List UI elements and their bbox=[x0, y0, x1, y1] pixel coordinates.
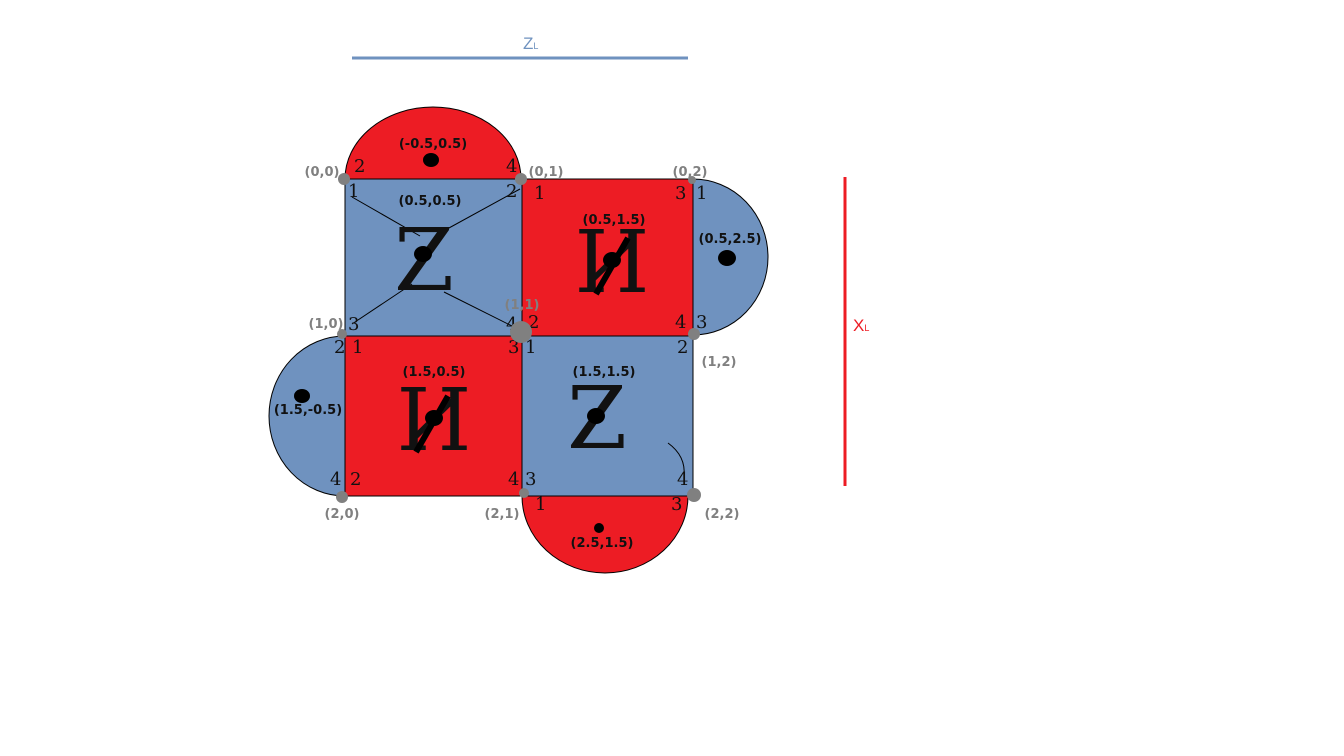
logical-x-label: XL bbox=[853, 316, 869, 335]
vertex-label: (0,2) bbox=[673, 165, 708, 180]
vertex-label: (2,1) bbox=[485, 507, 520, 522]
qubit-order-number: 1 bbox=[696, 183, 707, 204]
qubit-order-number: 2 bbox=[354, 156, 365, 177]
stabilizer-label: (0.5,2.5) bbox=[699, 232, 762, 247]
qubit-order-number: 1 bbox=[525, 337, 536, 358]
vertex-label: (1,0) bbox=[309, 317, 344, 332]
vertex-node bbox=[338, 173, 350, 185]
vertex-node bbox=[337, 329, 347, 339]
connector-line bbox=[443, 291, 513, 327]
stabilizer-label: (0.5,1.5) bbox=[583, 213, 646, 228]
stabilizer-label: (1.5,0.5) bbox=[403, 365, 466, 380]
vertex-node bbox=[688, 176, 696, 184]
qubit-order-number: 4 bbox=[675, 312, 686, 333]
vertex-label: (2,0) bbox=[325, 507, 360, 522]
qubit-order-number: 3 bbox=[671, 494, 682, 515]
vertex-label: (1,2) bbox=[702, 355, 737, 370]
qubit-order-number: 2 bbox=[677, 337, 688, 358]
vertex-label: (0,1) bbox=[529, 165, 564, 180]
qubit-order-number: 4 bbox=[330, 469, 341, 490]
vertex-label: (2,2) bbox=[705, 507, 740, 522]
qubit-order-number: 2 bbox=[506, 181, 517, 202]
qubit-order-number: 3 bbox=[696, 312, 707, 333]
vertex-label: (0,0) bbox=[305, 165, 340, 180]
boundary-left-z bbox=[268, 335, 346, 497]
stabilizer-label: (2.5,1.5) bbox=[571, 536, 634, 551]
stabilizer-label: (-0.5,0.5) bbox=[399, 137, 467, 152]
connector-line bbox=[351, 283, 413, 325]
vertex-node bbox=[688, 328, 700, 340]
qubit-order-number: 3 bbox=[508, 337, 519, 358]
qubit-order-number: 1 bbox=[534, 183, 545, 204]
vertex-node bbox=[510, 321, 532, 343]
boundary-top-x bbox=[344, 106, 522, 180]
plaquette-z-11 bbox=[521, 335, 694, 497]
boundary-bottom-x bbox=[521, 495, 689, 574]
stabilizer-dot bbox=[423, 153, 439, 167]
qubit-order-number: 2 bbox=[334, 337, 345, 358]
stabilizer-dot bbox=[294, 389, 310, 403]
qubit-order-number: 3 bbox=[525, 469, 536, 490]
vertex-label: (1,1) bbox=[505, 298, 540, 313]
stabilizer-label: (1.5,-0.5) bbox=[274, 403, 342, 418]
stabilizer-label: (0.5,0.5) bbox=[399, 194, 462, 209]
qubit-order-number: 3 bbox=[675, 183, 686, 204]
connector-line bbox=[351, 196, 421, 237]
vertex-node bbox=[687, 488, 701, 502]
qubit-order-number: 2 bbox=[350, 469, 361, 490]
vertex-node bbox=[519, 488, 529, 498]
qubit-order-number: 4 bbox=[677, 469, 688, 490]
qubit-order-number: 1 bbox=[348, 181, 359, 202]
stabilizer-dot bbox=[587, 408, 605, 424]
qubit-order-number: 3 bbox=[348, 314, 359, 335]
plaquette-z-00 bbox=[344, 178, 523, 337]
qubit-order-number: 4 bbox=[506, 156, 517, 177]
logical-z-label: ZL bbox=[523, 34, 538, 53]
qubit-order-number: 1 bbox=[535, 494, 546, 515]
qubit-order-number: 4 bbox=[506, 314, 517, 335]
stabilizer-dot bbox=[603, 252, 621, 268]
qubit-order-number: 2 bbox=[528, 312, 539, 333]
stabilizer-dot bbox=[594, 523, 604, 533]
stabilizer-dot bbox=[425, 410, 443, 426]
vertex-node bbox=[336, 491, 348, 503]
stabilizer-label: (1.5,1.5) bbox=[573, 365, 636, 380]
vertex-node bbox=[515, 173, 527, 185]
connector-line bbox=[437, 188, 521, 235]
connector-curve bbox=[667, 442, 685, 477]
stabilizer-dot bbox=[414, 246, 432, 262]
qubit-order-number: 4 bbox=[508, 469, 519, 490]
qubit-order-number: 1 bbox=[352, 337, 363, 358]
stabilizer-dot bbox=[718, 250, 736, 266]
